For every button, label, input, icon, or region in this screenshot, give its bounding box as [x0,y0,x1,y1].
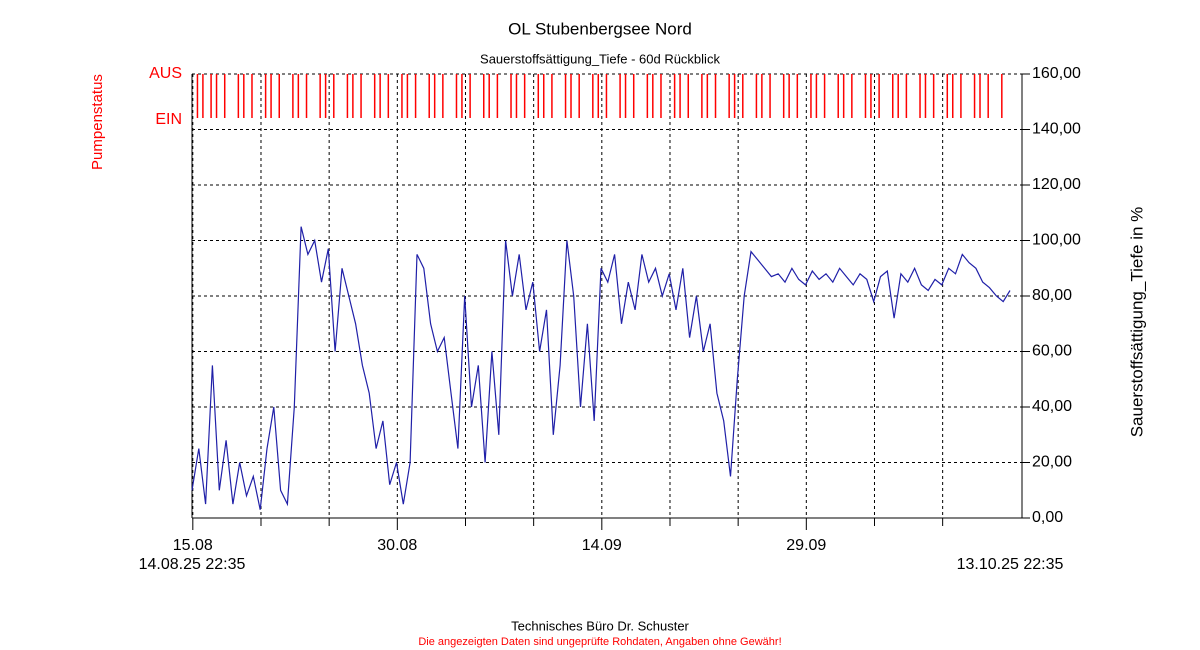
x-tick-label: 14.09 [582,537,622,554]
y-tick-label: 0,00 [1032,509,1063,526]
y-tick-label: 20,00 [1032,454,1072,471]
disclaimer: Die angezeigten Daten sind ungeprüfte Ro… [418,636,781,648]
x-tick-label: 29.09 [786,537,826,554]
footer: Technisches Büro Dr. Schuster [511,618,689,633]
x-range-label: 13.10.25 22:35 [957,556,1064,573]
y-tick-label: 40,00 [1032,398,1072,415]
pump-level-label: EIN [155,111,182,128]
y-tick-label: 60,00 [1032,343,1072,360]
y-tick-label: 100,00 [1032,232,1081,249]
y-tick-label: 160,00 [1032,65,1081,82]
chart-subtitle: Sauerstoffsättigung_Tiefe - 60d Rückblic… [480,51,720,66]
y-tick-label: 80,00 [1032,287,1072,304]
data-line [191,226,1011,510]
x-range-label: 14.08.25 22:35 [139,556,246,573]
pump-level-label: AUS [149,65,182,82]
y-tick-label: 140,00 [1032,121,1081,138]
y-tick-label: 120,00 [1032,176,1081,193]
pump-axis-label: Pumpenstatus [89,74,106,170]
x-tick-label: 15.08 [173,537,213,554]
chart-title: OL Stubenbergsee Nord [508,19,692,38]
x-tick-label: 30.08 [377,537,417,554]
y-axis-label: Sauerstoffsättigung_Tiefe in % [1127,207,1146,438]
